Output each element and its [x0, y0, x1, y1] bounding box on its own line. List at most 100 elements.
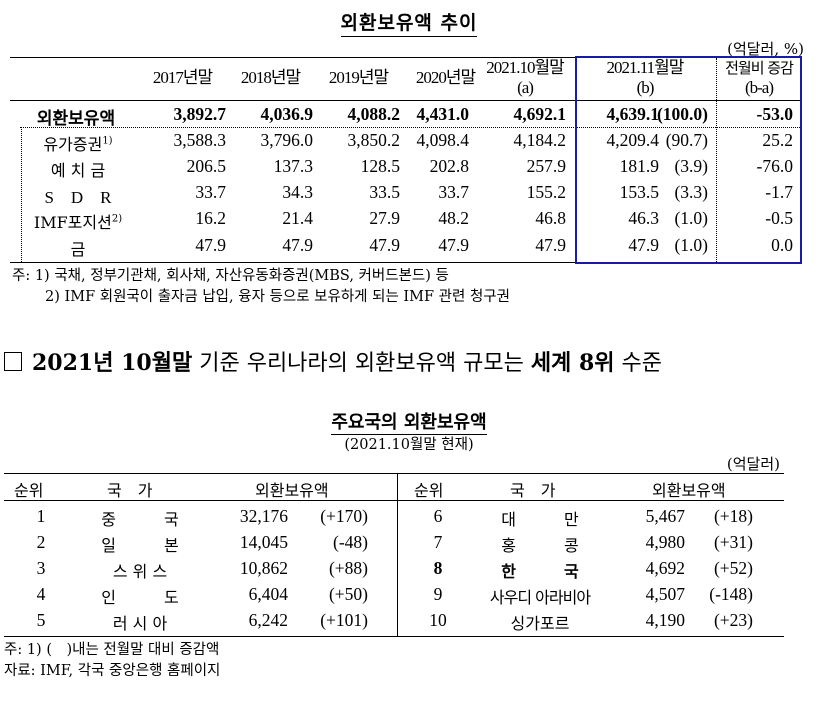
- rank: 7: [433, 532, 443, 552]
- table2-title: 주요국의 외환보유액: [331, 412, 487, 435]
- table2-center-divider: [397, 474, 398, 636]
- table1-header-rule: [10, 100, 800, 101]
- cell: (1.0): [674, 208, 708, 228]
- table1-note-2: 2) IMF 회원국이 출자금 납입, 융자 등으로 보유하게 되는 IMF 관…: [45, 289, 510, 305]
- cell: -0.5: [765, 208, 793, 228]
- table1-title: 외환보유액 추이: [0, 8, 818, 37]
- cell: 206.5: [186, 156, 226, 176]
- reserves-change: (+23): [713, 610, 753, 630]
- cell: 48.2: [438, 208, 469, 228]
- checkbox-square-icon: [4, 352, 22, 371]
- country: 대 만: [501, 510, 579, 529]
- cell: 27.9: [369, 208, 400, 228]
- rank: 5: [36, 610, 46, 630]
- cell: 47.9: [438, 235, 469, 255]
- header-reserves-right: 외환보유액: [652, 481, 726, 500]
- table1-unit: (억달러, %): [727, 40, 804, 58]
- table1-top-rule: [10, 57, 800, 58]
- cell: 202.8: [429, 156, 469, 176]
- reserves-change: (+50): [328, 584, 368, 604]
- header-rank-right: 순위: [414, 481, 444, 500]
- table2-note-1: 주: 1) ( )내는 전월말 대비 증감액: [4, 642, 220, 658]
- cell: 137.3: [273, 156, 313, 176]
- cell: 46.3: [628, 208, 659, 228]
- country: 중 국: [101, 510, 179, 529]
- cell: 257.9: [526, 156, 566, 176]
- table2-source: 자료: IMF, 각국 중앙은행 홈페이지: [4, 663, 221, 679]
- cell: 25.2: [762, 130, 793, 150]
- country-korea: 한 국: [501, 562, 579, 581]
- reserves-value: 4,507: [645, 584, 685, 604]
- rank: 10: [429, 610, 447, 630]
- reserves-value: 32,176: [239, 506, 288, 526]
- cell: 181.9: [619, 156, 659, 176]
- row-label-sdr: S D R: [44, 188, 112, 207]
- cell: 33.7: [195, 182, 226, 202]
- country: 일 본: [101, 536, 179, 555]
- cell: (3.3): [674, 182, 708, 202]
- reserves-change: (+101): [320, 610, 368, 630]
- header-country-right: 국 가: [510, 481, 556, 500]
- cell: 4,036.9: [260, 104, 314, 124]
- headline: 2021년 10월말 기준 우리나라의 외환보유액 규모는 세계 8위 수준: [4, 345, 662, 377]
- cell: 3,796.0: [260, 130, 314, 150]
- cell: 21.4: [282, 208, 313, 228]
- header-2019: 2019년말: [328, 68, 389, 87]
- reserves-value: 6,242: [248, 610, 288, 630]
- header-rank-left: 순위: [14, 481, 44, 500]
- cell: 33.7: [438, 182, 469, 202]
- cell: 155.2: [526, 182, 566, 202]
- table2-bottom-rule: [4, 636, 784, 637]
- row-label-securities: 유가증권1): [43, 135, 113, 154]
- cell: (90.7): [665, 130, 708, 150]
- table1-note-1: 주: 1) 국채, 정부기관채, 회사채, 자산유동화증권(MBS, 커버드본드…: [12, 268, 449, 284]
- rank: 2: [36, 532, 46, 552]
- country: 러 시 아: [112, 614, 168, 633]
- cell: 16.2: [195, 208, 226, 228]
- table2-unit: (억달러): [726, 455, 780, 473]
- reserves-value: 14,045: [239, 532, 288, 552]
- header-2017: 2017년말: [152, 68, 213, 87]
- cell: 4,639.1: [606, 104, 660, 124]
- cell: (1.0): [674, 235, 708, 255]
- cell: (3.9): [674, 156, 708, 176]
- cell: (100.0): [656, 104, 708, 124]
- country: 싱가포르: [510, 614, 570, 633]
- header-2021-10: 2021.10월말 (a): [486, 58, 565, 97]
- header-country-left: 국 가: [107, 481, 153, 500]
- header-reserves-left: 외환보유액: [255, 481, 329, 500]
- country: 사우디 아라비아: [489, 588, 591, 607]
- table2-header-rule: [4, 500, 784, 501]
- row-label-deposits: 예 치 금: [50, 161, 106, 180]
- cell: 34.3: [282, 182, 313, 202]
- row-label-gold: 금: [70, 240, 86, 259]
- cell: 47.9: [369, 235, 400, 255]
- cell: 0.0: [771, 235, 793, 255]
- highlight-box-current-month: [575, 56, 802, 264]
- reserves-change: (+52): [713, 558, 753, 578]
- rank-korea: 8: [433, 558, 443, 578]
- reserves-change: (-148): [709, 584, 753, 604]
- rank: 1: [36, 506, 46, 526]
- cell: 47.9: [282, 235, 313, 255]
- country: 인 도: [101, 588, 179, 607]
- row-label-imf-position: IMF포지션2): [33, 213, 123, 232]
- cell: 3,892.7: [173, 104, 227, 124]
- cell: 4,098.4: [416, 130, 470, 150]
- cell: -76.0: [756, 156, 793, 176]
- cell: 47.9: [195, 235, 226, 255]
- table2-subtitle: (2021.10월말 현재): [344, 437, 474, 453]
- table1-bottom-rule: [10, 262, 800, 263]
- reserves-value: 4,692: [645, 558, 685, 578]
- cell: 4,692.1: [513, 104, 567, 124]
- cell: -53.0: [756, 104, 793, 124]
- cell: -1.7: [765, 182, 793, 202]
- reserves-value: 6,404: [248, 584, 288, 604]
- reserves-change: (+31): [713, 532, 753, 552]
- reserves-value: 4,980: [645, 532, 685, 552]
- cell: 4,209.4: [606, 130, 660, 150]
- cell: 3,850.2: [347, 130, 401, 150]
- reserves-value: 4,190: [645, 610, 685, 630]
- reserves-value: 5,467: [645, 506, 685, 526]
- country: 홍 콩: [501, 536, 579, 555]
